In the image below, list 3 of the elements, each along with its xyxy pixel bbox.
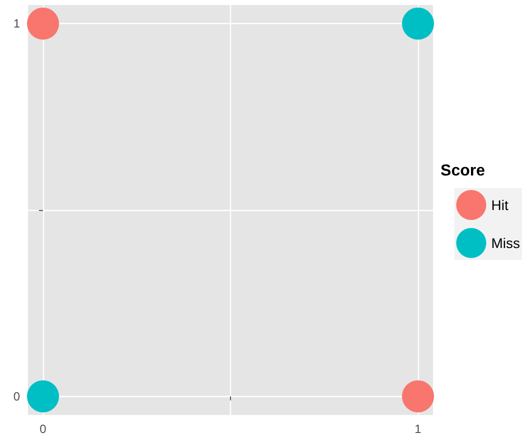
legend-title: Score: [440, 162, 486, 180]
legend-label: Miss: [491, 235, 520, 251]
legend-label: Hit: [491, 197, 508, 213]
